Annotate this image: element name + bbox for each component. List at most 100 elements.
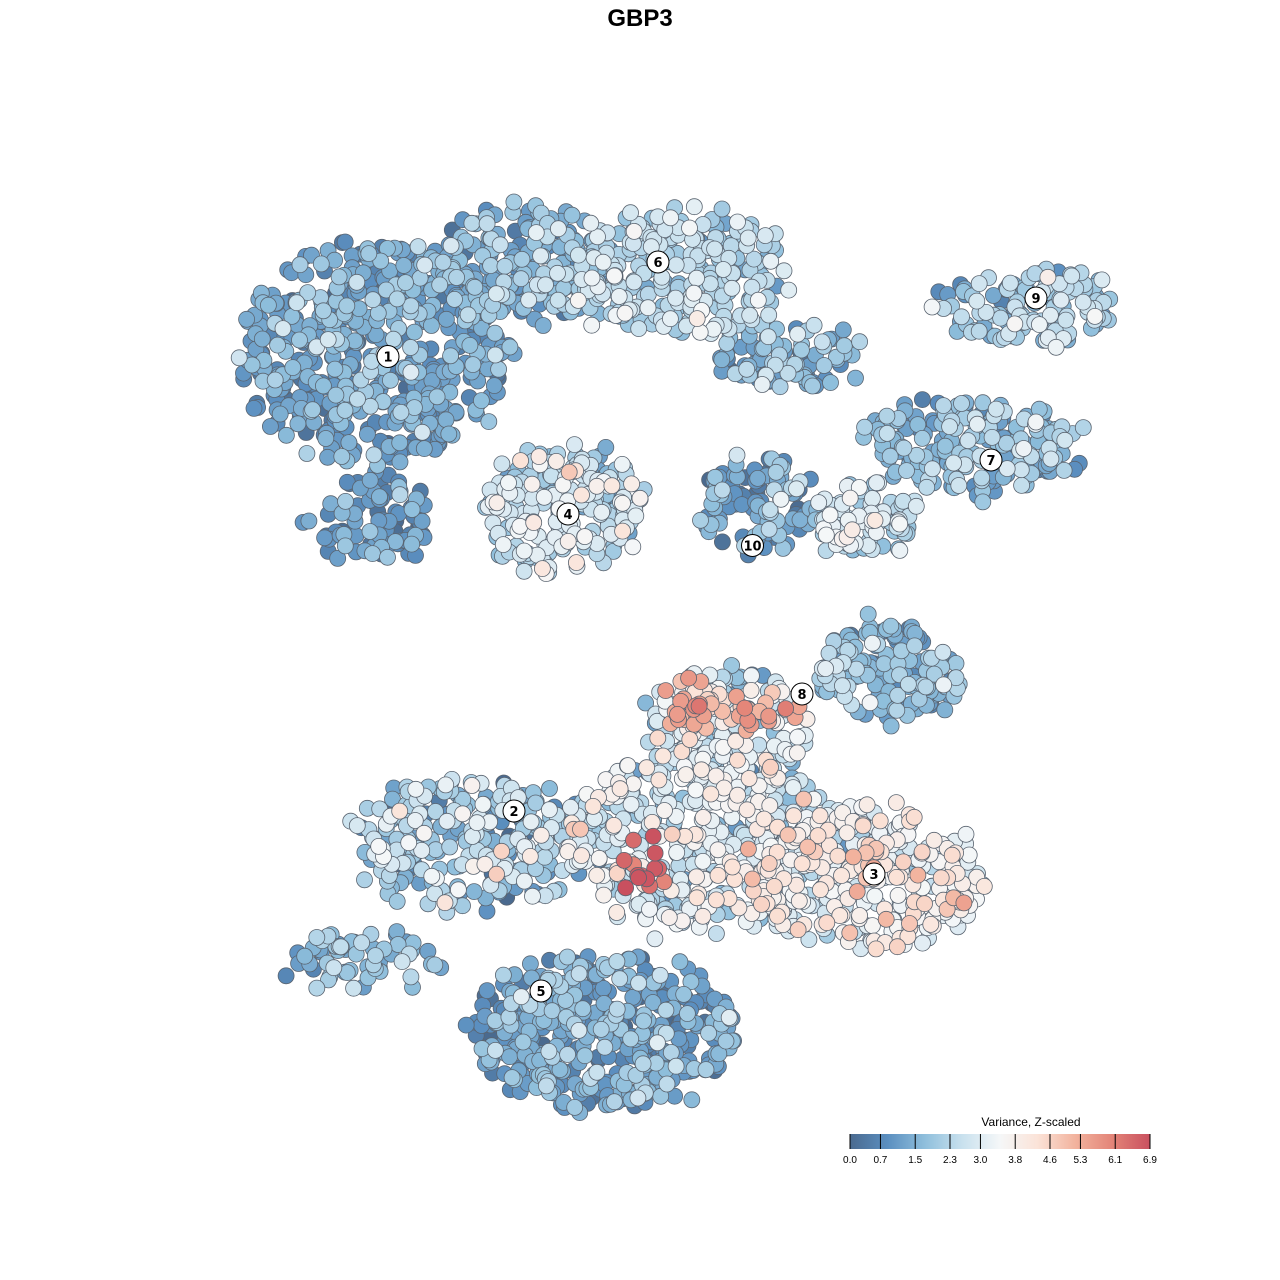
data-point <box>486 1012 504 1030</box>
data-point <box>767 463 785 481</box>
data-point <box>534 560 551 577</box>
data-point <box>1006 315 1024 333</box>
data-point <box>327 386 345 404</box>
data-point <box>395 257 413 274</box>
data-point <box>333 448 351 465</box>
data-point <box>364 545 381 562</box>
data-point <box>709 867 727 884</box>
data-point <box>733 496 751 514</box>
data-point <box>402 968 420 986</box>
data-point <box>681 219 698 237</box>
data-point <box>614 494 631 512</box>
data-point <box>898 462 915 480</box>
data-point <box>882 617 900 635</box>
data-point <box>866 512 884 529</box>
data-point <box>829 847 847 865</box>
data-point <box>562 799 579 816</box>
data-point <box>1013 476 1030 494</box>
data-point <box>646 930 664 948</box>
data-point <box>914 391 931 409</box>
data-point <box>913 843 931 861</box>
data-point <box>683 1091 701 1109</box>
data-point <box>753 376 771 393</box>
data-point <box>606 1093 623 1111</box>
data-point <box>759 328 777 346</box>
data-point <box>269 336 287 354</box>
data-point <box>649 1034 666 1052</box>
data-point <box>985 287 1002 304</box>
data-point <box>423 867 441 885</box>
data-point <box>441 838 459 856</box>
data-point <box>608 904 626 921</box>
data-point <box>957 825 975 843</box>
data-point <box>461 336 479 354</box>
data-point <box>851 333 868 351</box>
legend-tick-label: 0.7 <box>873 1155 887 1166</box>
data-point <box>266 371 284 389</box>
data-point <box>968 292 986 310</box>
data-point <box>671 953 689 971</box>
data-point <box>878 407 896 425</box>
data-point <box>436 894 454 912</box>
data-point <box>894 853 912 871</box>
data-point <box>718 334 736 352</box>
data-point <box>795 790 813 808</box>
data-point <box>875 655 893 673</box>
data-point <box>536 848 554 866</box>
data-point <box>308 979 326 997</box>
data-point <box>388 290 406 308</box>
data-point <box>779 826 797 844</box>
data-point <box>543 1002 561 1020</box>
data-point <box>584 798 602 815</box>
data-point <box>336 233 354 251</box>
data-point <box>906 637 923 655</box>
data-point <box>900 675 917 693</box>
data-point <box>253 330 271 348</box>
points-layer <box>230 193 1119 1121</box>
data-point <box>714 533 731 551</box>
data-point <box>694 809 712 826</box>
data-point <box>245 399 263 417</box>
data-point <box>588 1063 606 1081</box>
data-point <box>925 831 943 849</box>
data-point <box>570 965 588 983</box>
data-point <box>525 514 543 531</box>
data-point <box>573 486 590 504</box>
data-point <box>274 320 292 338</box>
data-point <box>547 452 565 470</box>
data-point <box>300 512 318 530</box>
data-point <box>662 209 679 227</box>
legend-tick-label: 1.5 <box>908 1155 922 1166</box>
data-point <box>530 448 548 466</box>
data-point <box>694 853 712 870</box>
data-point <box>713 200 731 218</box>
data-point <box>277 426 295 444</box>
data-point <box>576 528 594 545</box>
data-point <box>611 970 629 988</box>
data-point <box>613 455 631 473</box>
data-point <box>595 886 613 904</box>
data-point <box>662 310 679 328</box>
data-point <box>291 331 308 349</box>
data-point <box>1055 461 1073 479</box>
data-point <box>572 820 589 838</box>
data-point <box>407 780 425 798</box>
data-point <box>606 267 623 285</box>
legend-tick-label: 5.3 <box>1073 1155 1087 1166</box>
data-point <box>261 418 279 435</box>
data-point <box>345 979 363 997</box>
data-point <box>332 938 350 956</box>
data-point <box>364 291 382 309</box>
data-point <box>708 925 725 942</box>
data-point <box>924 460 941 478</box>
data-point <box>905 808 923 826</box>
data-point <box>527 224 545 242</box>
data-point <box>511 517 529 535</box>
data-point <box>760 855 778 872</box>
data-point <box>1012 461 1030 479</box>
legend-tick-label: 4.6 <box>1043 1155 1057 1166</box>
data-point <box>541 801 558 819</box>
data-point <box>402 363 420 381</box>
data-point <box>534 317 552 334</box>
data-point <box>413 512 431 530</box>
